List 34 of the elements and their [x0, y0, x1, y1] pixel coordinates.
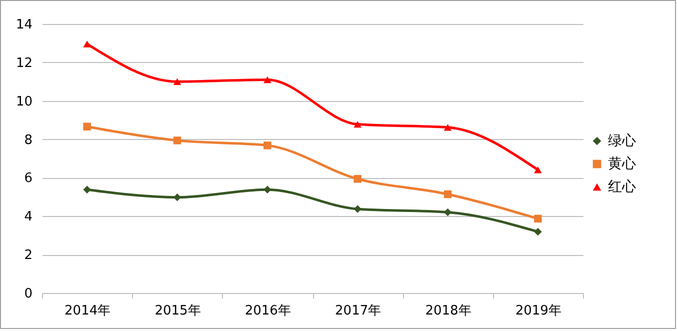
point: [534, 228, 542, 236]
legend-label: 红心: [608, 179, 636, 195]
point: [444, 124, 452, 131]
x-tick-label: 2017年: [335, 304, 382, 318]
point: [444, 208, 452, 216]
point: [354, 205, 362, 213]
y-tick-label: 0: [24, 286, 32, 302]
point: [264, 76, 272, 84]
x-tick-label: 2014年: [64, 304, 111, 318]
point: [354, 120, 362, 128]
point: [534, 214, 542, 223]
x-tick-label: 2018年: [425, 304, 472, 318]
y-tick-label: 2: [24, 248, 32, 264]
point: [173, 78, 182, 85]
x-tick-label: 2016年: [244, 304, 291, 318]
y-tick-label: 8: [24, 132, 32, 148]
point: [83, 186, 91, 194]
point: [354, 174, 362, 183]
x-tick-label: 2015年: [154, 304, 201, 318]
y-tick-label: 10: [16, 94, 32, 110]
legend-label: 绿心: [608, 133, 636, 149]
y-tick-label: 6: [24, 171, 32, 186]
point: [264, 186, 272, 194]
point: [83, 40, 91, 48]
y-tick-label: 12: [16, 56, 32, 71]
point: [444, 190, 452, 198]
point: [173, 136, 182, 144]
x-tick-label: 2019年: [515, 304, 562, 318]
y-tick-label: 4: [24, 210, 32, 225]
point: [264, 142, 272, 150]
point: [83, 122, 91, 130]
y-tick-label: 14: [16, 18, 32, 32]
legend-label: 黄心: [608, 156, 636, 172]
point: [534, 166, 542, 174]
